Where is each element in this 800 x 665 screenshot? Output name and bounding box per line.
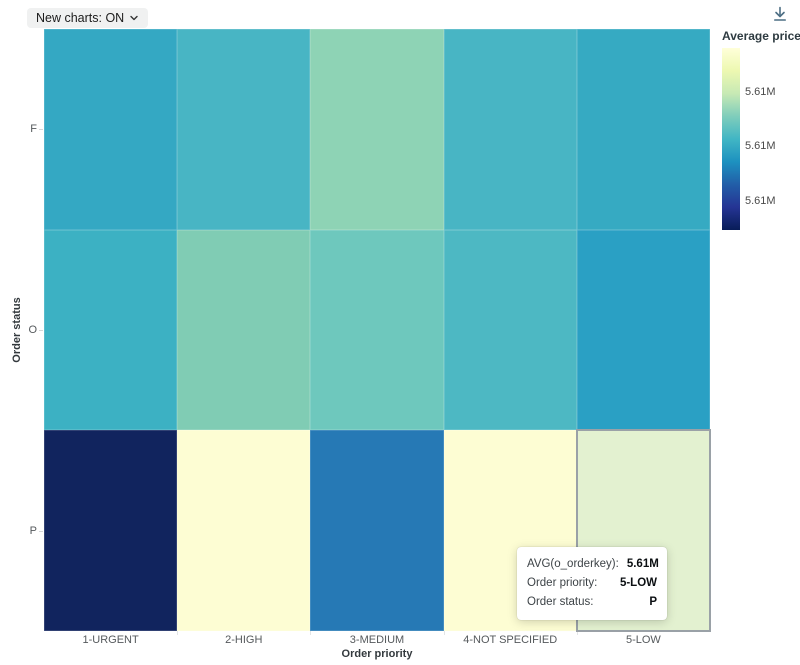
x-tick-label-2-HIGH: 2-HIGH xyxy=(225,634,263,646)
heatmap-cell-O-4-NOT SPECIFIED[interactable] xyxy=(443,229,577,431)
x-tick-mark xyxy=(443,631,445,635)
legend-title: Average price xyxy=(722,29,800,43)
x-tick-mark xyxy=(177,631,179,635)
tooltip-value: 5-LOW xyxy=(619,577,657,589)
heatmap-cell-P-2-HIGH[interactable] xyxy=(177,430,311,631)
heatmap-cell-O-1-URGENT[interactable] xyxy=(44,229,178,431)
tooltip-row: AVG(o_orderkey): 5.61M xyxy=(527,555,659,574)
y-tick-mark xyxy=(39,330,43,331)
heatmap-grid xyxy=(44,29,711,632)
x-tick-label-3-MEDIUM: 3-MEDIUM xyxy=(349,634,405,646)
tooltip-label: AVG(o_orderkey): xyxy=(527,558,619,570)
x-tick-mark xyxy=(310,631,312,635)
y-tick-mark xyxy=(39,129,43,131)
y-tick-label-P: P xyxy=(29,524,37,537)
y-tick-mark xyxy=(39,530,43,532)
x-axis-title: Order priority xyxy=(341,648,413,660)
x-tick-label-5-LOW: 5-LOW xyxy=(625,634,661,646)
tooltip-row: Order status: P xyxy=(527,593,657,612)
new-charts-toggle-label: New charts: ON xyxy=(36,11,125,25)
download-chart-button[interactable] xyxy=(769,5,791,27)
heatmap-cell-F-4-NOT SPECIFIED[interactable] xyxy=(443,29,577,230)
tooltip-value: P xyxy=(649,596,657,608)
heatmap-cell-P-1-URGENT[interactable] xyxy=(44,430,178,631)
x-tick-label-1-URGENT: 1-URGENT xyxy=(82,634,139,646)
heatmap-cell-O-3-MEDIUM[interactable] xyxy=(310,229,444,431)
x-tick-label-4-NOT SPECIFIED: 4-NOT SPECIFIED xyxy=(463,634,558,646)
tooltip-label: Order priority: xyxy=(527,577,598,589)
legend-tick-label: 5.61M xyxy=(745,194,776,207)
heatmap-cell-F-3-MEDIUM[interactable] xyxy=(310,29,444,230)
y-tick-label-O: O xyxy=(28,324,37,336)
heatmap-cell-P-3-MEDIUM[interactable] xyxy=(310,430,444,631)
chart-tooltip: AVG(o_orderkey): 5.61M Order priority: 5-LO… xyxy=(517,547,667,620)
legend-gradient-bar xyxy=(722,48,740,230)
tooltip-row: Order priority: 5-LOW xyxy=(527,574,657,593)
tooltip-label: Order status: xyxy=(527,596,594,608)
chevron-down-icon xyxy=(129,13,139,23)
heatmap-cell-F-5-LOW[interactable] xyxy=(576,29,710,230)
heatmap-cell-F-2-HIGH[interactable] xyxy=(177,29,311,230)
x-tick-mark xyxy=(576,631,578,635)
heatmap-cell-O-5-LOW[interactable] xyxy=(576,229,710,431)
legend-tick-label: 5.61M xyxy=(745,85,776,98)
heatmap-cell-F-1-URGENT[interactable] xyxy=(44,29,178,230)
download-icon xyxy=(770,4,790,29)
new-charts-toggle[interactable]: New charts: ON xyxy=(27,8,149,28)
legend-tick-label: 5.61M xyxy=(745,139,776,152)
heatmap-cell-O-2-HIGH[interactable] xyxy=(177,229,311,431)
y-tick-label-F: F xyxy=(30,123,37,136)
tooltip-value: 5.61M xyxy=(626,558,659,570)
